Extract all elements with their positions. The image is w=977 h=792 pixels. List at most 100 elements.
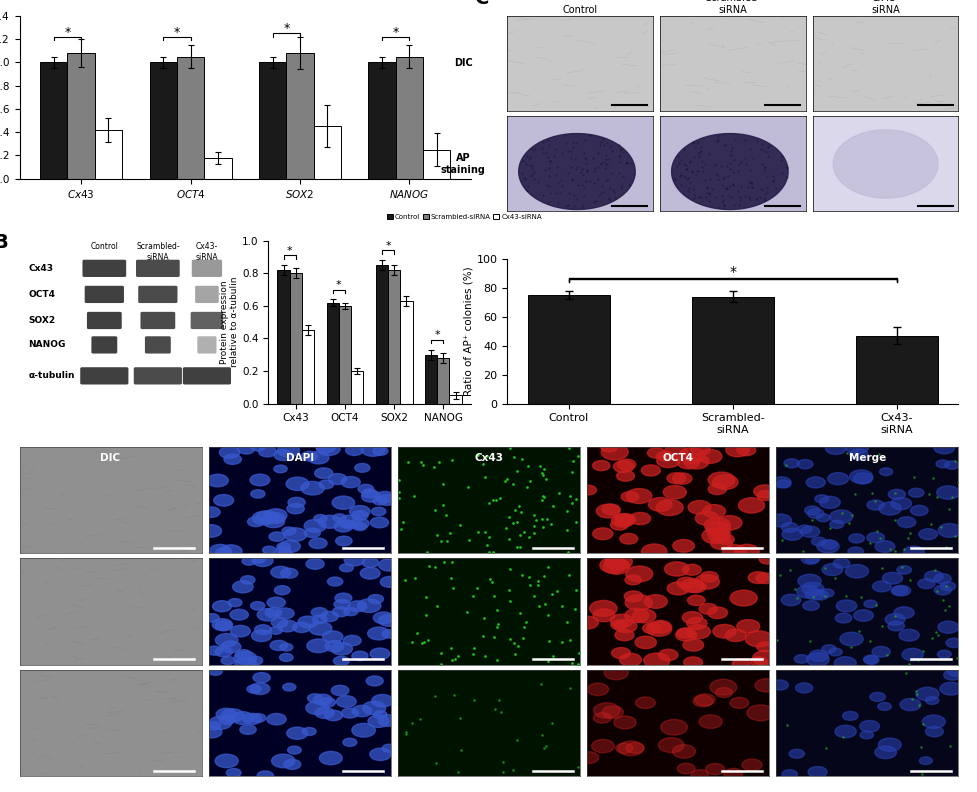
Circle shape (933, 585, 951, 595)
Circle shape (352, 723, 375, 737)
Circle shape (208, 668, 222, 676)
Polygon shape (518, 134, 634, 210)
Circle shape (234, 649, 252, 660)
Circle shape (341, 477, 360, 488)
Circle shape (282, 683, 295, 691)
Circle shape (209, 544, 231, 557)
Circle shape (313, 615, 326, 623)
Circle shape (863, 656, 878, 664)
Text: Scrambled-
siRNA: Scrambled- siRNA (136, 242, 180, 261)
FancyBboxPatch shape (134, 367, 182, 384)
Text: Cx43-
siRNA: Cx43- siRNA (195, 242, 218, 261)
Circle shape (707, 484, 726, 494)
Circle shape (821, 540, 836, 549)
Circle shape (251, 630, 272, 642)
Circle shape (371, 695, 393, 707)
Circle shape (844, 440, 868, 454)
Circle shape (599, 558, 626, 573)
Circle shape (664, 562, 688, 576)
Circle shape (276, 546, 290, 555)
Circle shape (349, 505, 369, 517)
Circle shape (917, 529, 936, 539)
Circle shape (901, 649, 922, 661)
Circle shape (576, 616, 598, 629)
Circle shape (656, 451, 672, 461)
Text: *: * (392, 25, 399, 39)
Circle shape (853, 473, 871, 484)
Circle shape (755, 573, 774, 584)
Circle shape (890, 586, 907, 596)
Circle shape (833, 657, 855, 669)
Circle shape (278, 549, 291, 556)
Circle shape (332, 514, 346, 522)
Circle shape (756, 642, 773, 652)
Circle shape (215, 634, 237, 647)
Circle shape (908, 488, 923, 497)
Circle shape (332, 496, 355, 509)
Bar (95, 130, 122, 179)
Circle shape (269, 626, 282, 634)
Bar (388, 270, 400, 404)
Circle shape (283, 527, 307, 541)
Text: DIC: DIC (453, 59, 472, 68)
Circle shape (869, 692, 884, 702)
Circle shape (705, 763, 724, 775)
Bar (302, 330, 314, 404)
Circle shape (343, 738, 357, 746)
Circle shape (618, 653, 641, 666)
Circle shape (277, 620, 297, 632)
Circle shape (367, 715, 389, 727)
Circle shape (832, 558, 849, 568)
Bar (67, 53, 95, 179)
Circle shape (807, 767, 827, 778)
Circle shape (811, 537, 826, 546)
Circle shape (641, 465, 659, 476)
Circle shape (306, 701, 328, 714)
Circle shape (834, 725, 856, 737)
Text: *: * (729, 265, 736, 280)
Circle shape (682, 611, 701, 623)
Circle shape (604, 665, 627, 680)
Text: *: * (283, 22, 289, 35)
Circle shape (736, 444, 755, 455)
Circle shape (749, 657, 767, 667)
Circle shape (600, 442, 617, 452)
Circle shape (270, 641, 287, 650)
Circle shape (808, 650, 828, 661)
Circle shape (788, 749, 803, 758)
Circle shape (286, 477, 309, 490)
FancyBboxPatch shape (82, 260, 126, 277)
Circle shape (250, 683, 270, 695)
Bar (400, 301, 412, 404)
Circle shape (658, 649, 677, 661)
Circle shape (660, 719, 687, 735)
Circle shape (334, 593, 352, 603)
Circle shape (781, 523, 797, 532)
Circle shape (262, 515, 284, 527)
Circle shape (271, 566, 290, 578)
Circle shape (369, 748, 391, 760)
Circle shape (680, 579, 703, 592)
Circle shape (577, 752, 598, 763)
Circle shape (280, 569, 297, 578)
Circle shape (221, 641, 240, 653)
Circle shape (675, 629, 696, 641)
Circle shape (586, 683, 608, 695)
Circle shape (662, 446, 687, 460)
Circle shape (232, 712, 253, 725)
Circle shape (344, 554, 364, 565)
Circle shape (802, 601, 819, 611)
Circle shape (807, 508, 824, 518)
Circle shape (871, 646, 889, 657)
Circle shape (723, 768, 742, 779)
Circle shape (806, 653, 828, 666)
Bar (289, 273, 302, 404)
Circle shape (275, 585, 290, 595)
Polygon shape (671, 134, 787, 210)
Circle shape (648, 497, 671, 512)
Text: C: C (475, 0, 488, 8)
Circle shape (279, 643, 292, 651)
Circle shape (666, 582, 689, 595)
Circle shape (302, 728, 316, 736)
Circle shape (682, 639, 702, 651)
